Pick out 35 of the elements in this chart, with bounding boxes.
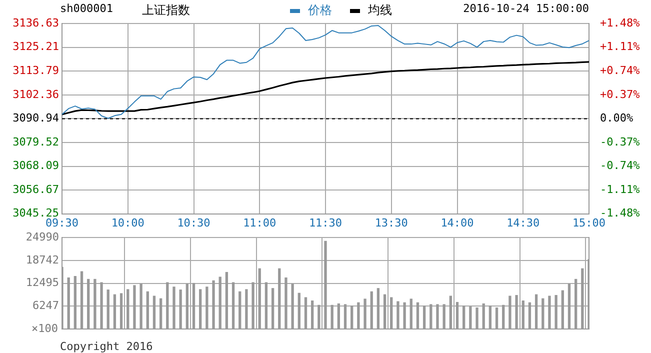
y-tick-label: 3056.67	[12, 182, 59, 196]
y-tick-label: 3102.36	[12, 88, 59, 101]
legend-label: 均线	[367, 2, 392, 19]
y-tick-label: 3113.79	[12, 64, 59, 77]
legend-label: 价格	[307, 2, 332, 19]
y-tick-label: 12495	[26, 276, 59, 290]
y2-tick-label: +1.11%	[600, 40, 640, 54]
x-tick-label: 14:00	[440, 216, 474, 230]
y-axis-title: ×100	[32, 322, 58, 335]
y-tick-label: 6247	[32, 299, 59, 312]
x-tick-label: 09:30	[45, 216, 79, 230]
x-tick-label: 14:30	[506, 216, 540, 230]
y-tick-label: 3125.21	[12, 40, 59, 54]
text: Copyright 2016	[60, 340, 153, 353]
y2-tick-label: +0.74%	[600, 64, 640, 78]
chart-subtitle: sh000001	[60, 2, 113, 15]
x-tick-label: 10:30	[177, 216, 210, 230]
y2-tick-label: 0.00%	[600, 112, 634, 125]
y-tick-label: 18742	[26, 253, 59, 266]
y-tick-label: 3079.52	[12, 135, 59, 148]
y2-tick-label: +1.48%	[600, 16, 640, 30]
y2-tick-label: -0.37%	[600, 135, 640, 148]
y-tick-label: 3090.94	[12, 112, 60, 125]
y2-tick-label: -1.11%	[600, 182, 640, 196]
x-tick-label: 13:30	[374, 216, 408, 230]
chart-title: 上证指数	[142, 2, 190, 19]
y-tick-label: 3136.63	[12, 16, 59, 30]
y2-tick-label: +0.37%	[600, 88, 640, 101]
x-tick-label: 10:00	[111, 216, 144, 230]
x-tick-label: 11:30	[308, 216, 342, 230]
text: 2016-10-24 15:00:00	[463, 2, 589, 15]
x-tick-label: 11:00	[243, 216, 276, 230]
y-tick-label: 3068.09	[12, 159, 59, 172]
y2-tick-label: -0.74%	[600, 159, 640, 172]
y-tick-label: 24990	[26, 230, 59, 244]
